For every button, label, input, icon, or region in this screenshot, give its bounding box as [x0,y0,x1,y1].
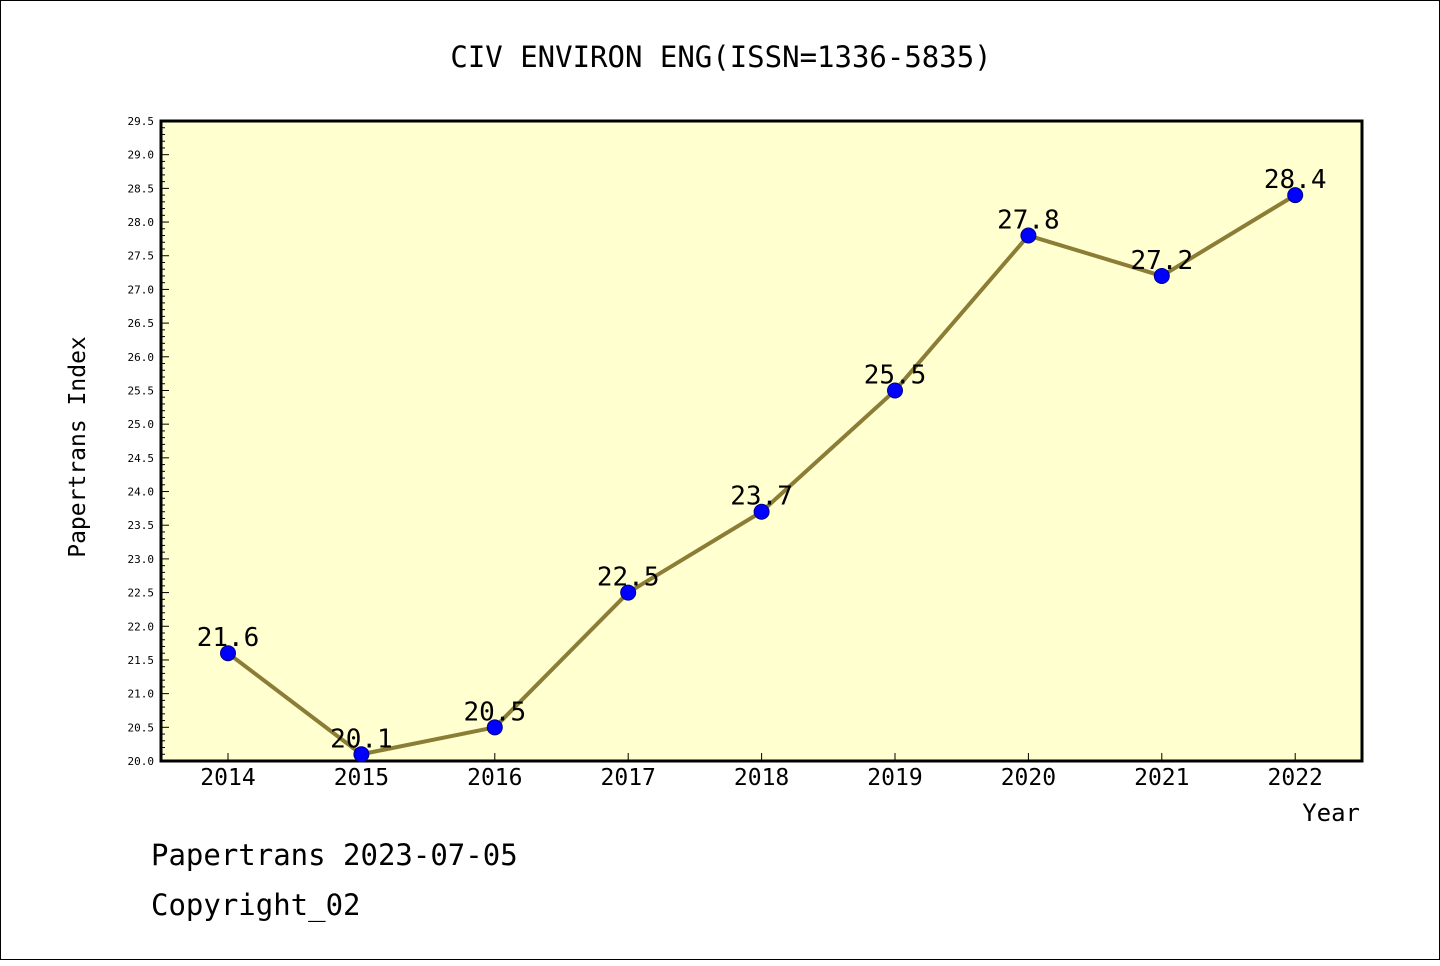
y-tick-label: 28.0 [128,216,155,229]
y-tick-label: 22.5 [128,587,155,600]
y-tick-label: 21.5 [128,654,155,667]
y-tick-label: 26.0 [128,351,155,364]
data-label: 22.5 [597,563,660,593]
y-tick-label: 27.5 [128,250,155,263]
x-tick-label: 2019 [867,765,922,791]
x-tick-label: 2018 [734,765,789,791]
data-point [1020,227,1037,244]
x-tick-label: 2017 [601,765,656,791]
x-axis: 2014 2015 2016 2017 2018 2019 2020 2021 2022 [200,753,1323,791]
chart-title: CIV ENVIRON ENG(ISSN=1336-5835) [450,40,991,74]
data-point [753,503,770,520]
plot-area [159,119,1364,763]
data-label: 23.7 [730,482,793,512]
data-point [353,746,370,763]
y-tick-label: 20.5 [128,721,155,734]
x-tick-label: 2015 [334,765,389,791]
data-labels: 21.6 20.1 20.5 22.5 23.7 25.5 27.8 27.2 28.4 [197,165,1327,754]
y-axis: 20.0 20.5 21.0 21.5 22.0 22.5 23.0 23.5 24.0 24.5… [128,115,169,768]
y-tick-label: 23.5 [128,519,155,532]
data-label: 28.4 [1264,165,1327,195]
data-label: 20.5 [463,697,526,727]
x-tick-label: 2021 [1134,765,1189,791]
y-tick-label: 25.5 [128,384,155,397]
y-tick-label: 25.0 [128,418,155,431]
data-point [220,645,236,662]
y-tick-label: 27.0 [128,283,155,296]
footer-date: Papertrans 2023-07-05 [151,838,518,872]
y-tick-label: 21.0 [128,688,155,701]
data-point [486,719,503,736]
x-axis-label: Year [1302,799,1360,827]
data-label: 27.2 [1130,246,1193,276]
data-point [1153,267,1170,284]
data-label: 20.1 [330,724,393,754]
y-tick-label: 23.0 [128,553,155,566]
footer-copyright: Copyright_02 [151,888,361,923]
y-tick-label: 22.0 [128,620,155,633]
y-tick-label: 24.5 [128,452,155,465]
x-tick-label: 2016 [467,765,522,791]
y-tick-label: 26.5 [128,317,155,330]
y-axis-label: Papertrans Index [65,336,91,558]
data-label: 27.8 [997,206,1060,236]
data-label: 21.6 [197,623,260,653]
x-tick-label: 2014 [200,765,255,791]
x-tick-label: 2022 [1268,765,1323,791]
x-tick-label: 2020 [1001,765,1056,791]
data-points [220,187,1304,763]
data-point [620,584,637,601]
y-tick-label: 20.0 [128,755,155,768]
data-label: 25.5 [864,360,927,390]
data-point [1287,187,1304,204]
y-tick-label: 24.0 [128,486,155,499]
y-tick-label: 29.5 [128,115,155,128]
y-tick-label: 28.5 [128,182,155,195]
y-tick-label: 29.0 [128,149,155,162]
data-point [887,382,903,399]
